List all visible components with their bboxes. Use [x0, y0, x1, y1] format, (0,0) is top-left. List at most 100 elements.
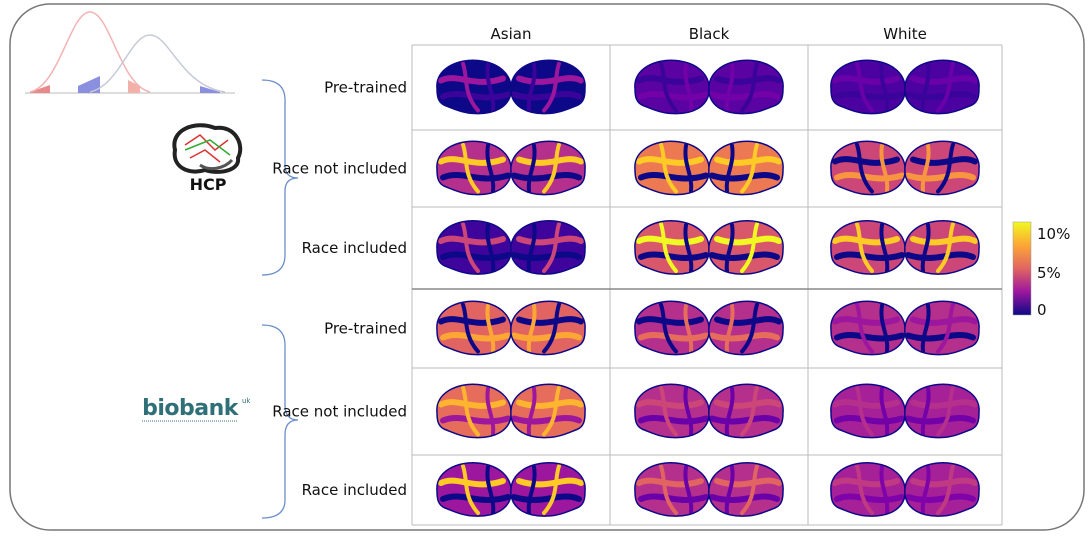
brain-region	[659, 464, 678, 515]
brain-region	[936, 464, 955, 515]
brain-region	[511, 332, 582, 342]
brain-surface	[510, 220, 586, 275]
brain-surface	[510, 141, 586, 195]
brain-region	[920, 62, 931, 113]
brain-region	[526, 465, 537, 515]
brain-region	[659, 142, 678, 194]
brain-region	[855, 385, 874, 437]
brain-region	[936, 142, 955, 194]
brain-region	[855, 142, 874, 194]
brain-outline	[708, 220, 784, 275]
brain-region	[905, 91, 976, 101]
brain-region	[461, 385, 480, 437]
brain-outline	[904, 140, 980, 196]
brain-region	[683, 386, 694, 437]
brain-surface	[830, 301, 906, 355]
brain-surface	[634, 301, 710, 355]
brain-region	[834, 332, 905, 342]
brain-region	[855, 61, 874, 113]
brain-outline	[436, 300, 512, 356]
brain-map	[830, 140, 906, 196]
brain-outline	[436, 59, 512, 115]
brain-outline	[708, 462, 784, 517]
brain-outline	[904, 220, 980, 275]
brain-region	[683, 62, 694, 113]
brain-region	[834, 91, 905, 101]
brain-region	[485, 62, 496, 113]
brain-map	[634, 462, 710, 517]
brain-maps	[436, 59, 980, 517]
brain-region	[526, 143, 537, 194]
brain-region	[526, 62, 537, 113]
brain-region	[879, 223, 890, 273]
brain-outline	[634, 140, 710, 196]
brain-surface	[436, 60, 512, 114]
brain-region	[936, 385, 955, 437]
brain-surface	[904, 301, 980, 355]
brain-surface	[830, 60, 906, 114]
brain-surface	[436, 384, 512, 438]
brain-outline	[510, 220, 586, 275]
brain-region	[461, 302, 480, 354]
brain-region	[920, 386, 931, 437]
brain-outline	[904, 300, 980, 356]
brain-outline	[510, 383, 586, 439]
brain-region	[709, 91, 780, 101]
logo-text: biobank	[142, 396, 240, 421]
brain-surface	[510, 301, 586, 355]
brain-region	[879, 465, 890, 515]
brain-region	[724, 143, 735, 194]
distribution-sketch	[25, 11, 235, 94]
column-header: Black	[689, 25, 730, 43]
brain-map	[436, 220, 512, 275]
brain-outline	[708, 383, 784, 439]
brain-map	[510, 300, 586, 356]
brain-outline	[830, 462, 906, 517]
brain-surface	[830, 220, 906, 275]
brain-region	[485, 143, 496, 194]
brain-map	[634, 383, 710, 439]
brain-map	[436, 140, 512, 196]
brain-outline	[510, 140, 586, 196]
brain-region	[683, 143, 694, 194]
brain-surface	[904, 60, 980, 114]
brain-surface	[708, 60, 784, 114]
brain-surface	[436, 220, 512, 275]
brain-region	[740, 222, 759, 273]
brain-surface	[830, 462, 906, 517]
brain-outline	[830, 300, 906, 356]
brain-map	[904, 383, 980, 439]
brain-map	[510, 140, 586, 196]
brain-region	[855, 464, 874, 515]
brain-outline	[830, 220, 906, 275]
brain-surface	[830, 141, 906, 195]
brain-region	[526, 303, 537, 354]
brain-surface	[634, 220, 710, 275]
brain-outline	[436, 462, 512, 517]
brain-map	[510, 220, 586, 275]
brain-region	[638, 91, 709, 101]
brain-outline	[510, 462, 586, 517]
brain-map	[708, 140, 784, 196]
brain-region	[905, 415, 976, 425]
brain-map	[708, 59, 784, 115]
brain-region	[542, 385, 561, 437]
brain-region	[724, 223, 735, 273]
brain-region	[542, 222, 561, 273]
brain-region	[638, 493, 709, 503]
brain-region	[709, 172, 780, 182]
brain-outline	[436, 220, 512, 275]
brain-map	[904, 140, 980, 196]
brain-surface	[708, 462, 784, 517]
brain-region	[905, 332, 976, 342]
brain-region	[511, 251, 582, 261]
brain-map	[830, 383, 906, 439]
brain-surface	[904, 462, 980, 517]
brain-region	[461, 61, 480, 113]
brain-outline	[830, 59, 906, 115]
brain-region	[440, 493, 511, 503]
brain-region	[440, 91, 511, 101]
brain-map	[436, 300, 512, 356]
